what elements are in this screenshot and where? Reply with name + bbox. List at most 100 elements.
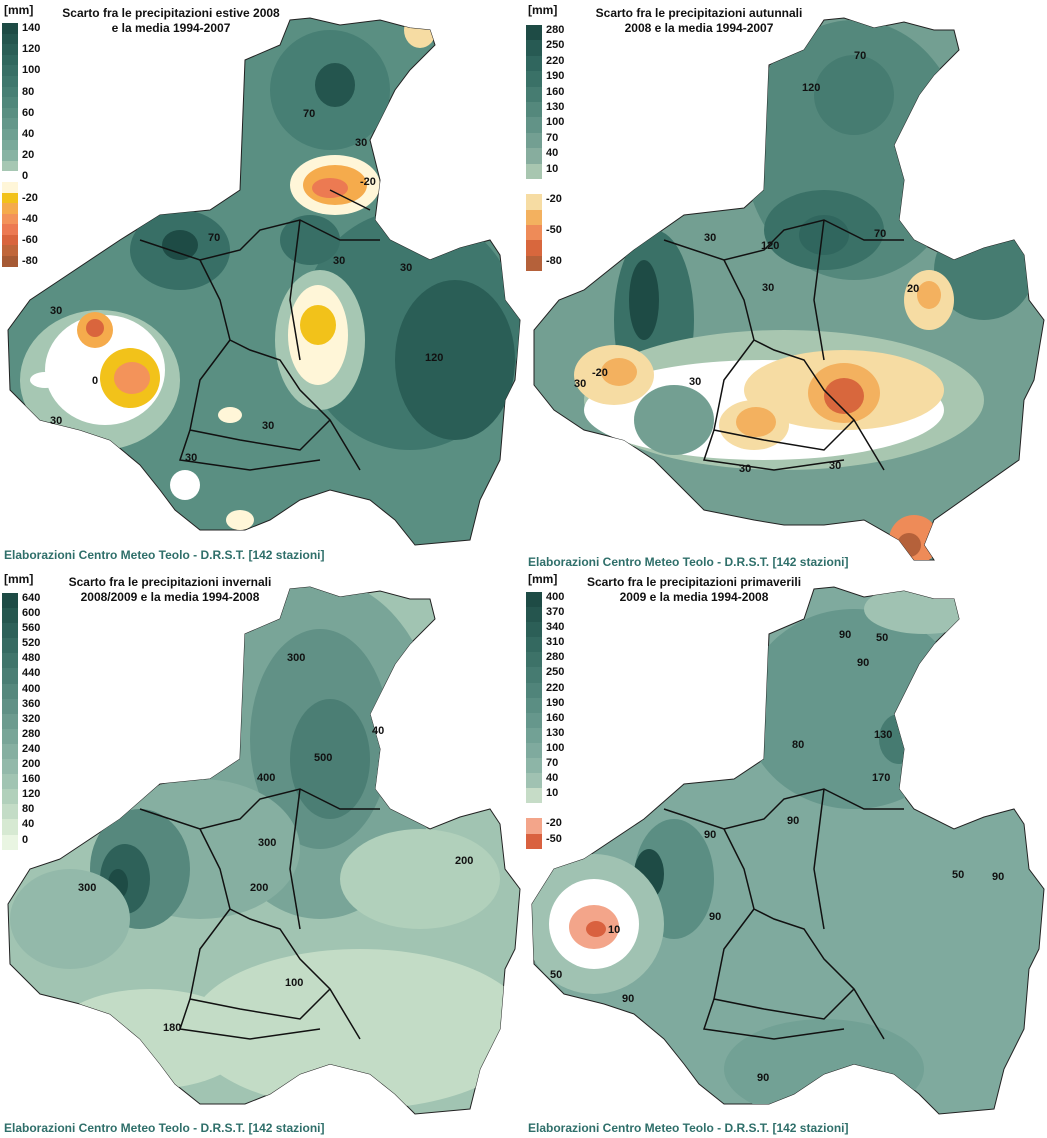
title-line-2: 2008/2009 e la media 1994-2008: [80, 590, 260, 604]
legend-swatch: [2, 160, 18, 172]
unit-label: [mm]: [4, 3, 34, 17]
legend-swatch: [2, 23, 18, 34]
legend-swatch: [526, 592, 542, 608]
legend-swatch: [2, 203, 18, 214]
legend-swatch: [526, 652, 542, 668]
legend-swatch: [2, 743, 18, 760]
legend-label: 440: [22, 667, 41, 680]
contour-label: 70: [874, 228, 887, 240]
legend-entry: 370: [526, 606, 590, 623]
legend-label: 320: [22, 712, 41, 725]
legend-swatch: [526, 682, 542, 698]
legend-label: 190: [546, 696, 565, 709]
contour-label: 30: [689, 376, 702, 388]
legend-swatch: [2, 638, 18, 654]
legend-swatch: [2, 128, 18, 140]
legend-swatch: [526, 55, 542, 72]
legend-swatch: [526, 40, 542, 56]
legend-swatch: [2, 234, 18, 246]
legend-label: 130: [546, 100, 565, 113]
legend-label: 60: [22, 106, 35, 119]
legend-entry: 220: [526, 55, 590, 72]
contour-label: 50: [952, 869, 965, 881]
legend-entry: [2, 75, 66, 87]
unit-label: [mm]: [528, 572, 558, 586]
legend-entry: [526, 803, 590, 819]
legend-label: 100: [546, 116, 565, 129]
contour-label: 300: [78, 882, 97, 894]
credit-text: Elaborazioni Centro Meteo Teolo - D.R.S.…: [528, 555, 849, 569]
map-title: Scarto fra le precipitazioni primaverili…: [574, 575, 814, 605]
legend-swatch: [2, 97, 18, 108]
contour-label: 90: [839, 629, 852, 641]
legend-label: 400: [22, 682, 41, 695]
contour-label: 120: [802, 82, 821, 94]
legend-entry: 40: [526, 772, 590, 789]
legend-label: 250: [546, 666, 565, 679]
legend-entry: 190: [526, 70, 590, 87]
contour-label: 120: [425, 352, 444, 364]
contour-label: 30: [400, 262, 413, 274]
legend-swatch: [2, 44, 18, 55]
legend-label: 100: [22, 64, 41, 77]
legend-entry: 280: [526, 24, 590, 41]
legend-label: 70: [546, 757, 559, 770]
legend-entry: 10: [526, 787, 590, 804]
legend-entry: 250: [526, 666, 590, 683]
legend-label: 240: [22, 742, 41, 755]
legend-entry: 40: [2, 128, 66, 140]
map-title: Scarto fra le precipitazioni estive 2008…: [56, 6, 286, 36]
legend-entry: 130: [526, 726, 590, 743]
legend-label: -50: [546, 832, 562, 845]
legend-entry: 60: [2, 106, 66, 119]
contour-label: 30: [762, 282, 775, 294]
legend-label: 310: [546, 636, 565, 649]
legend-swatch: [526, 132, 542, 149]
legend-swatch: [2, 33, 18, 45]
legend-entry: [526, 209, 590, 226]
legend-swatch: [526, 240, 542, 256]
color-legend: 400 370 340 310 280 250 220 190 160 130 100 70 40 10 -…: [526, 591, 590, 849]
legend-label: 40: [546, 772, 559, 785]
legend-swatch: [526, 194, 542, 210]
contour-label: 90: [787, 815, 800, 827]
legend-entry: 160: [526, 712, 590, 728]
legend-label: 130: [546, 726, 565, 739]
contour-label: 120: [761, 240, 780, 252]
contour-label: -20: [592, 367, 608, 379]
legend-swatch: [2, 139, 18, 151]
legend-label: 20: [22, 149, 35, 162]
map-panel-winter: [mm] Scarto fra le precipitazioni invern…: [0, 569, 523, 1138]
legend-label: 400: [546, 591, 565, 603]
legend-entry: 80: [2, 86, 66, 98]
color-legend: 640 600 560 520 480 440 400 360 320 280 240 200 160 1…: [2, 592, 66, 850]
legend-label: -40: [22, 212, 38, 225]
legend-entry: 190: [526, 696, 590, 713]
legend-label: 190: [546, 70, 565, 83]
legend-label: 10: [546, 787, 559, 800]
contour-label: 170: [872, 772, 891, 784]
legend-swatch: [2, 213, 18, 225]
legend-entry: 120: [2, 788, 66, 805]
contour-label: 10: [608, 924, 621, 936]
legend-label: 10: [546, 162, 559, 175]
legend-swatch: [526, 101, 542, 118]
legend-label: 370: [546, 606, 565, 619]
legend-entry: [2, 181, 66, 193]
legend-label: -20: [546, 193, 562, 206]
legend-label: 0: [22, 170, 29, 183]
legend-label: 480: [22, 652, 41, 665]
legend-label: 200: [22, 758, 41, 771]
legend-label: -50: [546, 224, 562, 237]
legend-entry: [2, 33, 66, 45]
contour-label: 180: [163, 1022, 182, 1034]
contour-label: 40: [372, 725, 385, 737]
legend-entry: -20: [2, 192, 66, 204]
legend-swatch: [526, 773, 542, 789]
legend-entry: [2, 160, 66, 172]
title-line-1: Scarto fra le precipitazioni autunnali: [595, 6, 803, 20]
legend-entry: 160: [2, 773, 66, 790]
legend-entry: 130: [526, 100, 590, 118]
contour-label: 30: [739, 463, 752, 475]
title-line-2: e la media 1994-2007: [111, 21, 231, 35]
